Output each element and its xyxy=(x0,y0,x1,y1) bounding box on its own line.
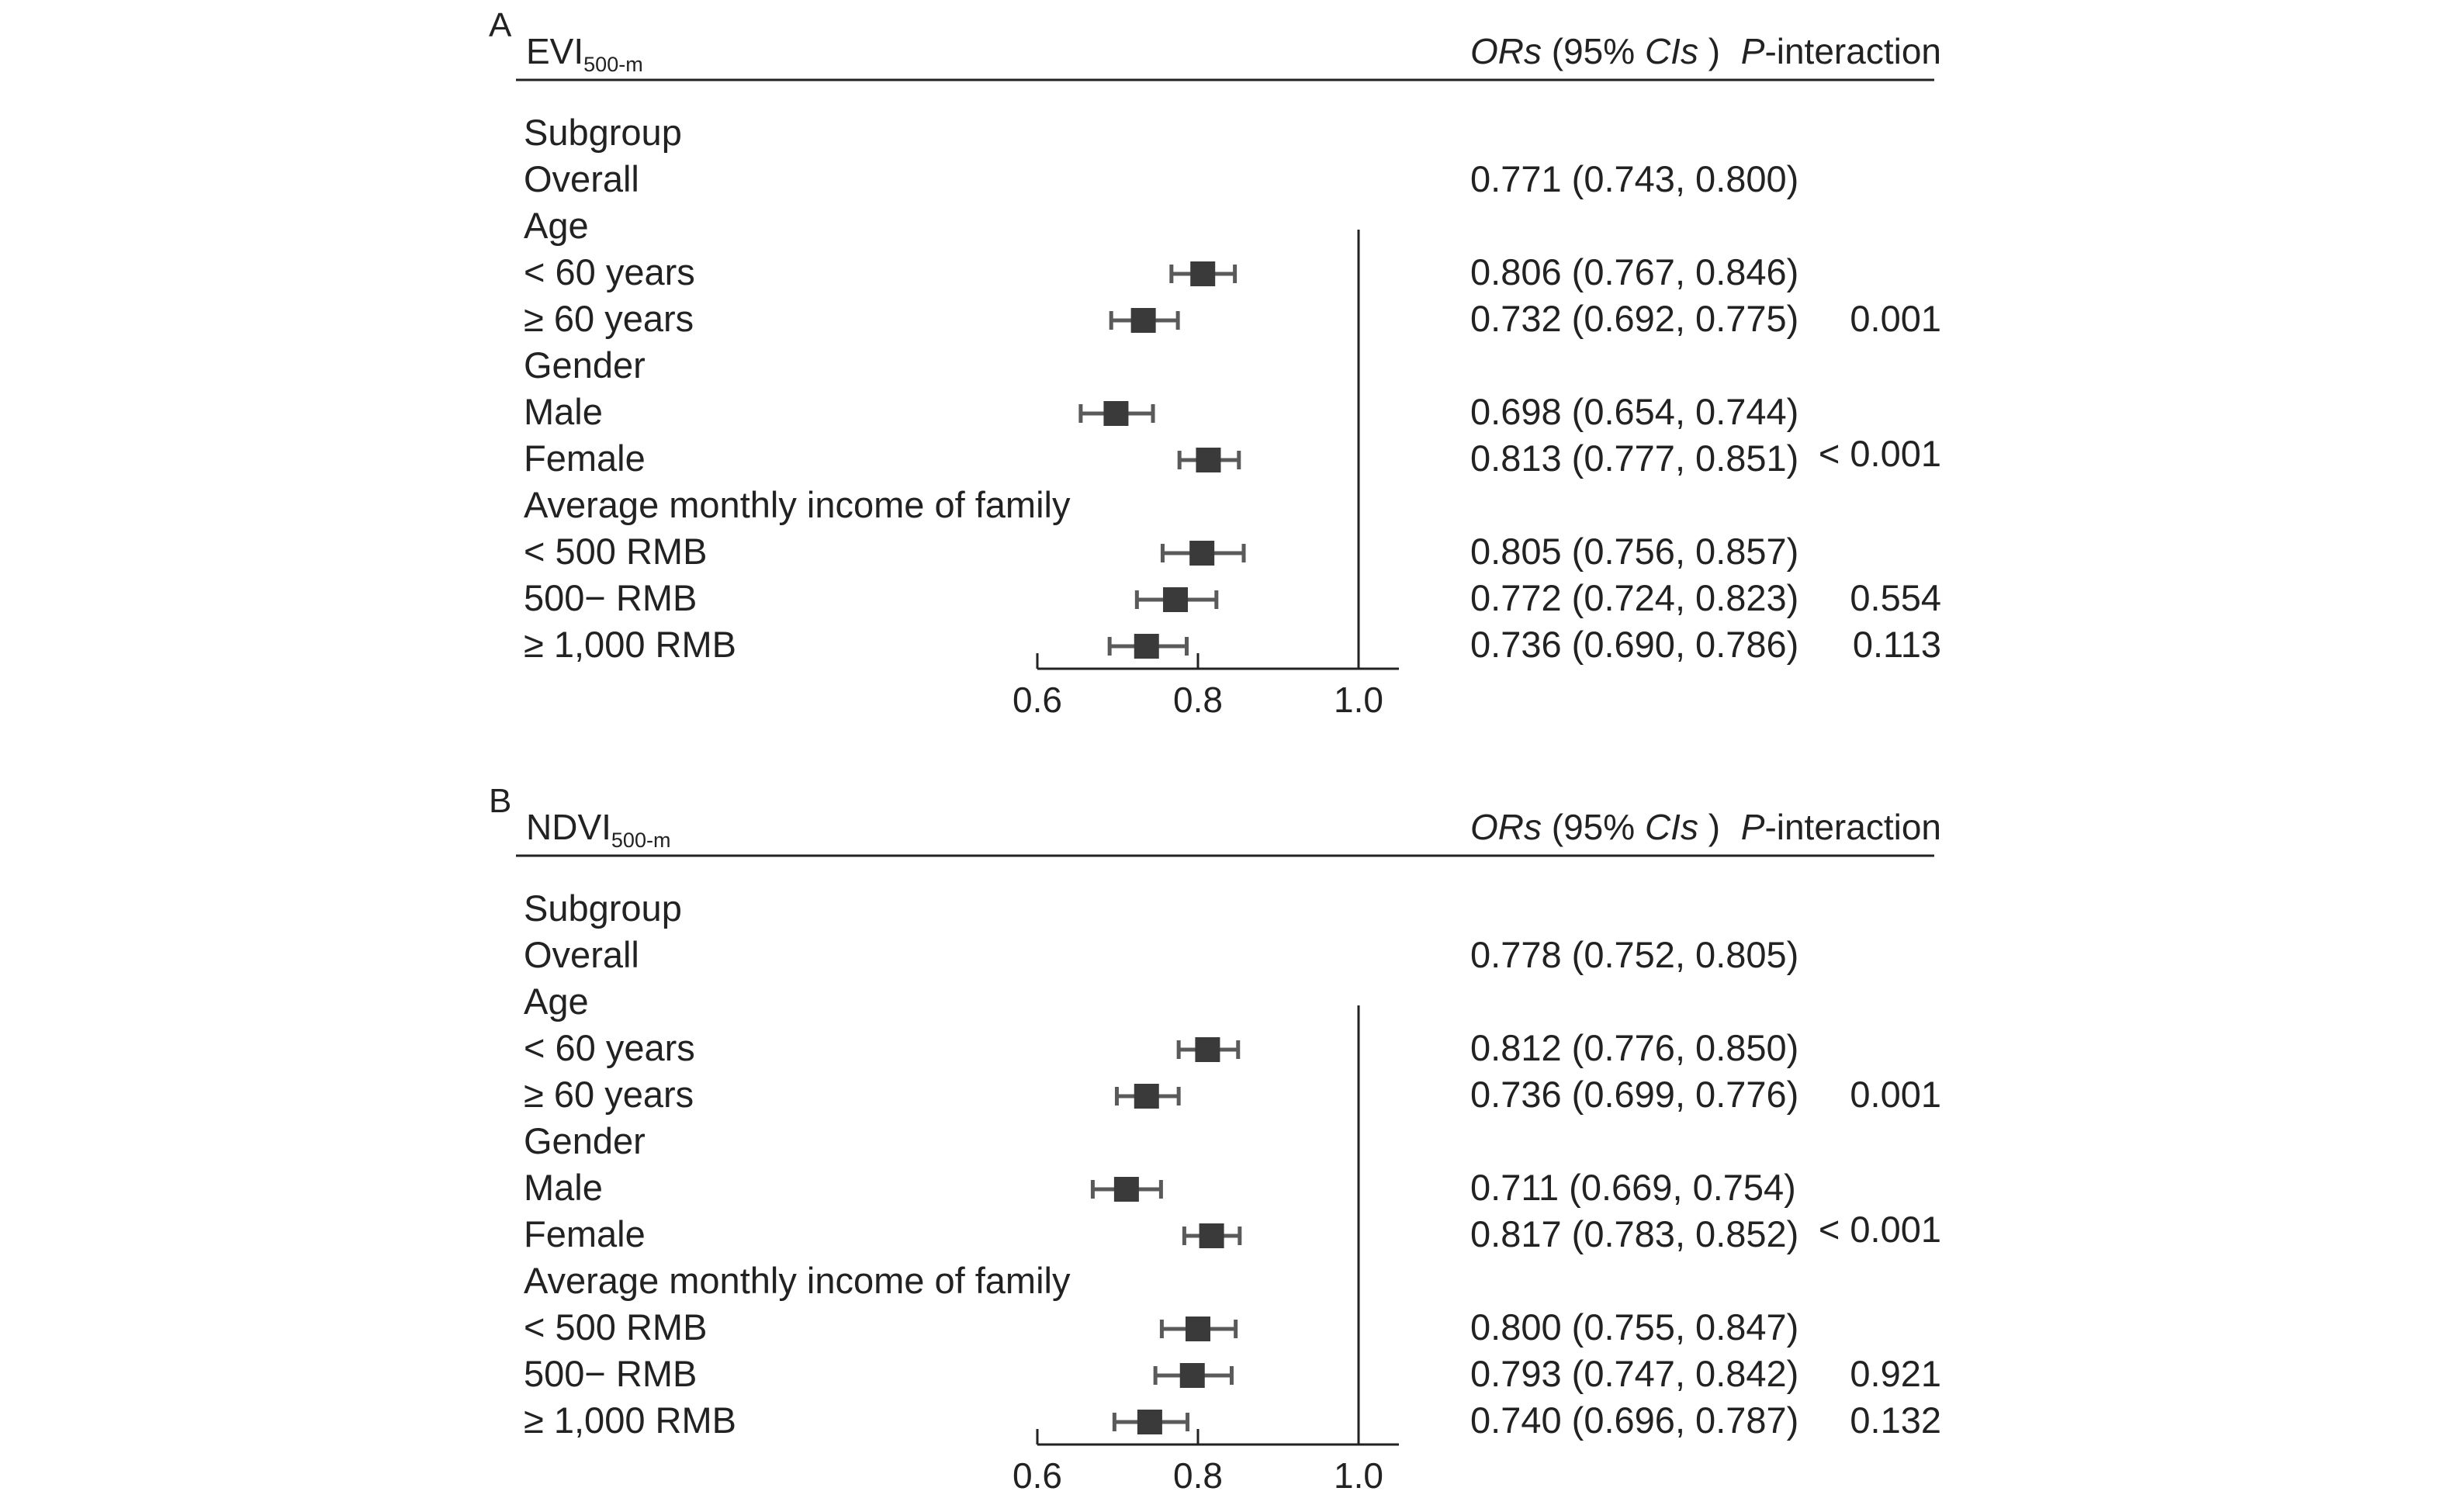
panel-letter: B xyxy=(489,782,511,820)
or-ci-value: 0.698 (0.654, 0.744) xyxy=(1470,391,1798,432)
x-tick-label: 0.8 xyxy=(1173,680,1223,720)
or-column-header: ORs (95% CIs ) xyxy=(1470,807,1720,847)
odds-ratio-marker xyxy=(1137,1410,1162,1434)
row-label: ≥ 60 years xyxy=(524,298,694,339)
or-ci-value: 0.812 (0.776, 0.850) xyxy=(1470,1027,1798,1068)
p-interaction-value: 0.113 xyxy=(1853,624,1941,665)
or-ci-value: 0.778 (0.752, 0.805) xyxy=(1470,934,1798,975)
panel-a: A EVI500-m ORs (95% CIs ) P-interaction Subg… xyxy=(489,6,1941,720)
row-label: Female xyxy=(524,438,646,479)
row-label: ≥ 60 years xyxy=(524,1074,694,1115)
row-label: Female xyxy=(524,1213,646,1254)
or-ci-value: 0.805 (0.756, 0.857) xyxy=(1470,531,1798,572)
x-tick-label: 0.6 xyxy=(1013,1455,1062,1496)
p-interaction-value: < 0.001 xyxy=(1819,433,1941,474)
odds-ratio-marker xyxy=(1186,1317,1210,1341)
p-interaction-header: P-interaction xyxy=(1741,31,1941,71)
panel-title-main: EVI xyxy=(526,31,583,71)
or-ci-value: 0.813 (0.777, 0.851) xyxy=(1470,438,1798,479)
row-label: < 60 years xyxy=(524,251,695,292)
or-ci-value: 0.800 (0.755, 0.847) xyxy=(1470,1306,1798,1348)
row-label: < 60 years xyxy=(524,1027,695,1068)
or-ci-value: 0.736 (0.699, 0.776) xyxy=(1470,1074,1798,1115)
odds-ratio-marker xyxy=(1113,1177,1139,1202)
subgroup-header: Average monthly income of family xyxy=(524,1260,1071,1301)
or-ci-value: 0.736 (0.690, 0.786) xyxy=(1470,624,1798,665)
odds-ratio-marker xyxy=(1134,634,1159,659)
row-label: < 500 RMB xyxy=(524,531,707,572)
panel-b: B NDVI500-m ORs (95% CIs ) P-interaction Sub… xyxy=(489,782,1941,1496)
odds-ratio-marker xyxy=(1199,1223,1224,1248)
p-interaction-value: 0.001 xyxy=(1850,298,1941,339)
x-tick-label: 0.8 xyxy=(1173,1455,1223,1496)
subgroup-header: Gender xyxy=(524,344,646,386)
subgroup-header: Age xyxy=(524,205,589,246)
panel-letter: A xyxy=(489,6,512,44)
odds-ratio-marker xyxy=(1195,1037,1220,1062)
or-ci-value: 0.711 (0.669, 0.754) xyxy=(1470,1167,1796,1208)
x-tick-label: 0.6 xyxy=(1013,680,1062,720)
odds-ratio-marker xyxy=(1134,1084,1159,1109)
odds-ratio-marker xyxy=(1190,261,1216,286)
panel-title-main: NDVI xyxy=(526,807,611,847)
odds-ratio-marker xyxy=(1103,401,1129,426)
row-label: ≥ 1,000 RMB xyxy=(524,1400,736,1441)
odds-ratio-marker xyxy=(1130,308,1156,333)
odds-ratio-marker xyxy=(1179,1363,1205,1388)
x-tick-label: 1.0 xyxy=(1334,1455,1383,1496)
x-tick-label: 1.0 xyxy=(1334,680,1383,720)
p-interaction-value: 0.921 xyxy=(1850,1353,1941,1394)
or-ci-value: 0.771 (0.743, 0.800) xyxy=(1470,158,1798,199)
odds-ratio-marker xyxy=(1163,587,1189,612)
panel-title: NDVI500-m xyxy=(526,807,670,852)
or-ci-value: 0.806 (0.767, 0.846) xyxy=(1470,251,1798,292)
row-label: Overall xyxy=(524,158,639,199)
odds-ratio-marker xyxy=(1196,448,1221,472)
or-column-header: ORs (95% CIs ) xyxy=(1470,31,1720,71)
panel-title-subscript: 500-m xyxy=(583,53,643,76)
row-label: Male xyxy=(524,1167,603,1208)
or-ci-value: 0.793 (0.747, 0.842) xyxy=(1470,1353,1798,1394)
panel-title: EVI500-m xyxy=(526,31,643,76)
p-interaction-value: 0.132 xyxy=(1850,1400,1941,1441)
subgroup-header: Age xyxy=(524,981,589,1022)
row-label: ≥ 1,000 RMB xyxy=(524,624,736,665)
panel-title-subscript: 500-m xyxy=(611,829,671,852)
or-ci-value: 0.732 (0.692, 0.775) xyxy=(1470,298,1798,339)
row-label: 500− RMB xyxy=(524,1353,697,1394)
p-interaction-value: < 0.001 xyxy=(1819,1209,1941,1250)
p-interaction-value: 0.001 xyxy=(1850,1074,1941,1115)
or-ci-value: 0.772 (0.724, 0.823) xyxy=(1470,577,1798,618)
subgroup-header: Average monthly income of family xyxy=(524,484,1071,525)
subgroup-header: Gender xyxy=(524,1120,646,1161)
subgroup-header: Subgroup xyxy=(524,887,682,929)
or-ci-value: 0.740 (0.696, 0.787) xyxy=(1470,1400,1798,1441)
or-ci-value: 0.817 (0.783, 0.852) xyxy=(1470,1213,1798,1254)
row-label: Male xyxy=(524,391,603,432)
p-interaction-value: 0.554 xyxy=(1850,577,1941,618)
subgroup-header: Subgroup xyxy=(524,112,682,153)
row-label: Overall xyxy=(524,934,639,975)
row-label: 500− RMB xyxy=(524,577,697,618)
odds-ratio-marker xyxy=(1189,541,1215,566)
p-interaction-header: P-interaction xyxy=(1741,807,1941,847)
row-label: < 500 RMB xyxy=(524,1306,707,1348)
